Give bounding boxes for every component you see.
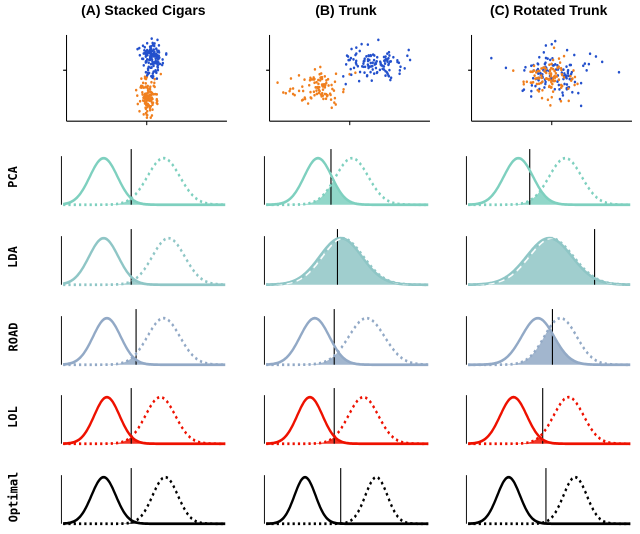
row-label-optimal: Optimal [0,463,26,530]
density-plot-pca-c [466,149,631,207]
row-label-road: ROAD [0,304,26,371]
density-plot-road-b [263,308,428,366]
density-plot-lol-a [60,388,226,446]
scatter-plot-a [63,34,227,126]
row-label-lda-text: LDA [6,246,20,269]
density-plot-pca-b [263,149,428,207]
column-title-a: (A) Stacked Cigars [81,2,206,18]
density-plot-lda-c [466,228,631,286]
density-plot-optimal-a [60,468,226,526]
row-label-road-text: ROAD [6,322,20,352]
scatter-row-label-spacer [0,33,26,131]
row-label-lol-text: LOL [6,405,20,428]
density-plot-pca-a [60,149,226,207]
density-plot-road-a [60,308,226,366]
scatter-plot-b [265,34,430,126]
density-plot-lol-c [466,388,631,446]
row-label-lda: LDA [0,224,26,291]
row-label-pca: PCA [0,144,26,211]
density-plot-lda-b [263,228,428,286]
row-label-optimal-text: Optimal [6,471,21,522]
column-title-b: (B) Trunk [315,2,377,18]
density-plot-road-c [466,308,631,366]
row-label-lol: LOL [0,383,26,450]
density-plot-optimal-c [466,468,631,526]
corner-spacer [0,2,26,20]
column-title-c: (C) Rotated Trunk [489,2,608,18]
density-plot-lol-b [263,388,428,446]
density-plot-lda-a [60,228,226,286]
scatter-plot-c [468,34,633,126]
density-plot-optimal-b [263,468,428,526]
row-label-pca-text: PCA [6,166,20,189]
